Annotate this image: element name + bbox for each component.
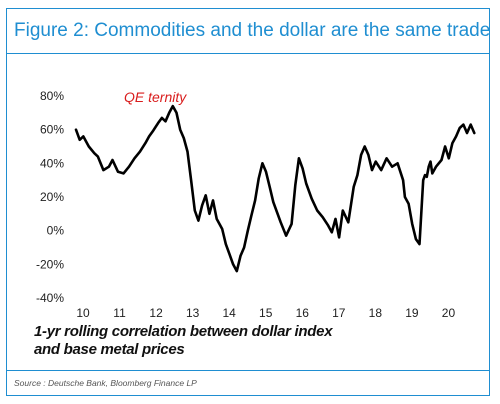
caption-line-2: and base metal prices <box>34 341 184 358</box>
x-tick-label: 13 <box>186 306 200 320</box>
source-divider <box>6 370 490 371</box>
title-divider <box>6 53 490 54</box>
x-tick-label: 20 <box>442 306 456 320</box>
figure-frame <box>6 8 490 396</box>
y-axis-ticks: 80% 60% 40% 20% 0% -20% -40% <box>36 89 64 305</box>
x-tick-label: 18 <box>369 306 383 320</box>
x-tick-label: 15 <box>259 306 273 320</box>
series-line-correlation <box>74 104 476 273</box>
y-tick-label: -20% <box>36 257 64 271</box>
x-tick-label: 19 <box>405 306 419 320</box>
y-tick-label: 20% <box>40 190 64 204</box>
x-tick-label: 17 <box>332 306 346 320</box>
y-tick-label: 60% <box>40 123 64 137</box>
annotation-qe-ternity: QE ternity <box>124 89 187 105</box>
y-tick-label: 40% <box>40 156 64 170</box>
y-tick-label: 80% <box>40 89 64 103</box>
caption-line-1: 1-yr rolling correlation between dollar … <box>34 323 333 340</box>
y-tick-label: 0% <box>47 224 65 238</box>
x-tick-label: 12 <box>149 306 163 320</box>
x-tick-label: 10 <box>76 306 90 320</box>
x-tick-label: 16 <box>296 306 310 320</box>
source-note: Source : Deutsche Bank, Bloomberg Financ… <box>14 378 197 388</box>
x-tick-label: 14 <box>223 306 237 320</box>
y-tick-label: -40% <box>36 291 64 305</box>
x-axis-ticks: 10 11 12 13 14 15 16 17 18 19 20 <box>76 306 455 320</box>
figure-title: Figure 2: Commodities and the dollar are… <box>14 20 491 41</box>
x-tick-label: 11 <box>113 306 126 320</box>
